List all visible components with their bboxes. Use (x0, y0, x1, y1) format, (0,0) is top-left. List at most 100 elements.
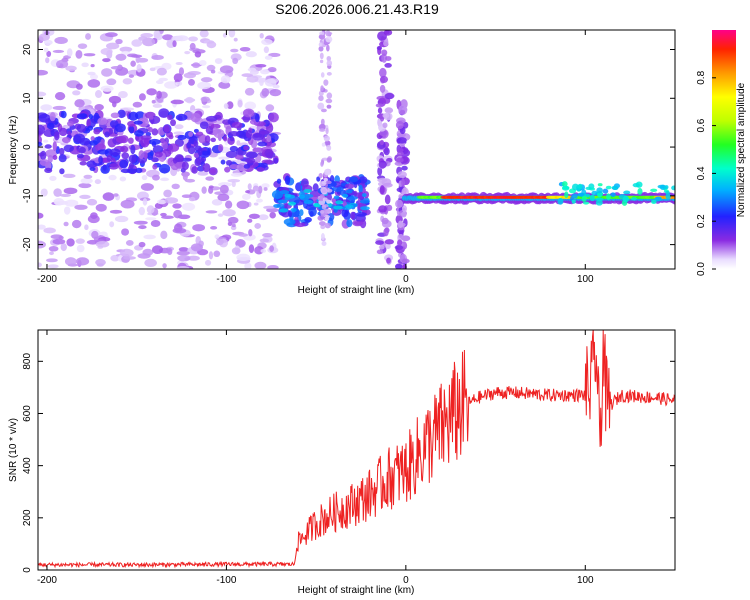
spectrogram-blob (237, 256, 251, 261)
spectrogram-blob (133, 220, 148, 225)
spectrogram-blob (319, 31, 325, 36)
spectrogram-blob (151, 128, 159, 136)
spectrogram-blob (138, 150, 145, 160)
spectrogram-blob (177, 254, 191, 262)
spectrogram-blob (181, 194, 192, 199)
spectrogram-blob (40, 188, 48, 197)
snr-x-tick-label: -100 (216, 575, 236, 586)
spectrogram-blob (83, 174, 93, 179)
spectrogram-blob (401, 211, 407, 218)
spectrogram-blob (138, 225, 147, 230)
spectrogram-blob (665, 193, 671, 200)
spectrogram-blob (284, 193, 292, 198)
spectrogram-blob (120, 107, 135, 111)
spectrogram-blob (324, 216, 330, 221)
spectrogram-blob (60, 110, 67, 119)
spectrogram-blob (56, 59, 69, 69)
spectrogram-y-tick-label: 20 (22, 44, 33, 56)
spectrogram-blob (54, 92, 66, 101)
spectrogram-y-tick-label: 0 (22, 144, 33, 150)
spectrogram-blob (269, 211, 276, 219)
spectrogram-blob (181, 202, 196, 211)
spectrogram-blob (247, 183, 252, 190)
spectrogram-blob (222, 32, 227, 38)
spectrogram-blob (246, 75, 259, 83)
spectrogram-blob (324, 222, 331, 229)
spectrogram-blob (278, 208, 289, 213)
spectrogram-blob (52, 238, 66, 245)
spectrogram-blob (244, 87, 255, 96)
spectrogram-blob (611, 185, 619, 191)
spectrogram-blob (164, 81, 178, 89)
spectrogram-blob (64, 257, 77, 266)
spectrogram-blob (144, 258, 157, 268)
spectrogram-blob (38, 141, 43, 147)
spectrogram-blob (557, 197, 564, 205)
spectrogram-blob (190, 243, 203, 252)
spectrogram-blob (122, 256, 136, 260)
spectrogram-blob (379, 130, 388, 137)
colorbar-gradient (712, 30, 736, 269)
spectrogram-blob (326, 157, 332, 163)
spectrogram-blob (385, 56, 392, 62)
spectrogram-blob (94, 90, 103, 98)
spectrogram-blob (383, 228, 389, 237)
spectrogram-blob (401, 258, 410, 264)
spectrogram-blob (376, 249, 384, 255)
spectrogram-blob (347, 195, 358, 200)
spectrogram-blob (261, 87, 270, 97)
spectrogram-blob (105, 32, 118, 38)
spectrogram-blob (208, 186, 214, 194)
spectrogram-blob (334, 175, 340, 184)
spectrogram-blob (345, 189, 353, 194)
spectrogram-blob (397, 151, 404, 156)
spectrogram-blob (202, 163, 211, 173)
spectrogram-blob (125, 240, 134, 246)
spectrogram-blob (577, 192, 585, 197)
colorbar-tick-label: 0.2 (696, 214, 707, 228)
spectrogram-blob (38, 69, 48, 76)
spectrogram-blob (38, 152, 45, 157)
spectrogram-blob (257, 141, 268, 147)
spectrogram-blob (401, 177, 406, 187)
spectrogram-blob (167, 247, 173, 256)
colorbar-label: Normalized spectral amplitude (736, 82, 747, 217)
spectrogram-blob (90, 136, 95, 141)
spectrogram-blob (43, 39, 53, 45)
spectrogram-blob (217, 144, 224, 152)
spectrogram-blob (319, 209, 325, 214)
spectrogram-blob (119, 176, 127, 182)
spectrogram-blob (325, 98, 333, 104)
spectrogram-blob (382, 182, 393, 188)
spectrogram-blob (131, 39, 143, 47)
spectrogram-blob (585, 193, 591, 198)
spectrogram-blob (167, 143, 180, 152)
spectrogram-blob (255, 198, 263, 203)
spectrogram-blob (255, 63, 267, 68)
spectrogram-blob (151, 157, 159, 163)
spectrogram-blob (335, 200, 344, 205)
spectrogram-blob (219, 184, 229, 194)
spectrogram-blob (54, 131, 60, 141)
spectrogram-blob (326, 31, 333, 36)
spectrogram-blob (188, 131, 194, 137)
spectrogram-blob (120, 199, 135, 209)
spectrogram-blob (321, 188, 327, 194)
spectrogram-blob (260, 249, 267, 253)
spectrogram-blob (108, 127, 114, 135)
spectrogram-blob (71, 219, 82, 229)
spectrogram-blob (606, 193, 611, 201)
spectrogram-blob (258, 185, 263, 194)
spectrogram-blob (254, 261, 267, 269)
spectrogram-blob (561, 185, 570, 191)
spectrogram-blob (266, 135, 272, 143)
spectrogram-blob (85, 33, 91, 40)
colorbar: 0.0 0.2 0.4 0.6 0.8 Normalized spectral ampl… (696, 30, 747, 276)
spectrogram-blob (38, 212, 44, 219)
spectrogram-blob (217, 193, 230, 202)
spectrogram-blob (260, 69, 270, 75)
spectrogram-blob (233, 37, 238, 42)
spectrogram-blob (110, 66, 123, 70)
spectrogram-blob (100, 164, 110, 174)
spectrogram-blob (210, 69, 216, 74)
